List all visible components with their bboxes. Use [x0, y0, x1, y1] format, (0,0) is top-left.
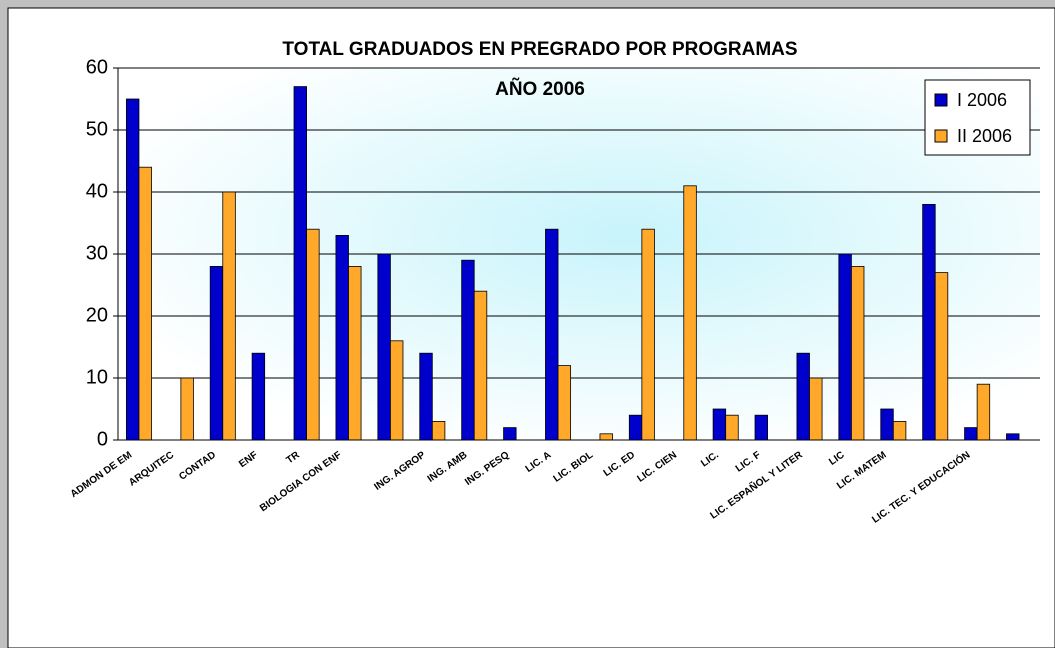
y-tick-label: 20	[86, 304, 108, 326]
bar	[599, 433, 613, 441]
bar	[809, 377, 823, 441]
bar	[431, 420, 446, 441]
bar	[796, 352, 810, 441]
bar	[377, 253, 391, 441]
chart-title: TOTAL GRADUADOS EN PREGRADO POR PROGRAMA…	[282, 39, 797, 60]
bar	[335, 234, 349, 441]
y-tick-label: 60	[86, 56, 108, 78]
bar	[180, 377, 194, 441]
bar	[222, 191, 236, 441]
bar	[545, 228, 559, 441]
bar	[473, 290, 488, 441]
bar	[461, 259, 475, 441]
bar	[683, 185, 697, 441]
bar	[964, 427, 978, 441]
bar	[348, 265, 362, 441]
bar	[419, 352, 433, 441]
y-tick-label: 50	[86, 118, 108, 140]
bar	[306, 228, 320, 441]
bar	[209, 265, 224, 441]
bar	[390, 340, 404, 441]
y-tick-label: 0	[97, 428, 108, 450]
legend-swatch	[934, 129, 948, 143]
y-tick-label: 10	[86, 366, 108, 388]
bar	[628, 414, 643, 441]
bar	[934, 272, 949, 441]
bar	[754, 414, 768, 441]
bar	[851, 265, 865, 441]
bar	[641, 228, 655, 441]
chart-subtitle: AÑO 2006	[495, 78, 585, 100]
legend-swatch	[934, 93, 948, 107]
bar	[838, 253, 852, 441]
bar	[293, 86, 307, 441]
y-tick-label: 40	[86, 180, 108, 202]
legend-label: II 2006	[957, 126, 1012, 146]
y-tick-label: 30	[86, 242, 108, 264]
bar	[712, 408, 727, 441]
bar	[503, 427, 517, 441]
bar	[125, 98, 140, 441]
bar	[976, 383, 991, 441]
bar	[922, 203, 936, 441]
bar	[725, 414, 739, 441]
bar	[880, 408, 894, 441]
bar	[892, 420, 907, 441]
bar	[138, 166, 152, 441]
legend-label: I 2006	[957, 90, 1007, 110]
bar	[251, 352, 266, 441]
bar	[1006, 433, 1020, 441]
bar	[557, 365, 572, 441]
